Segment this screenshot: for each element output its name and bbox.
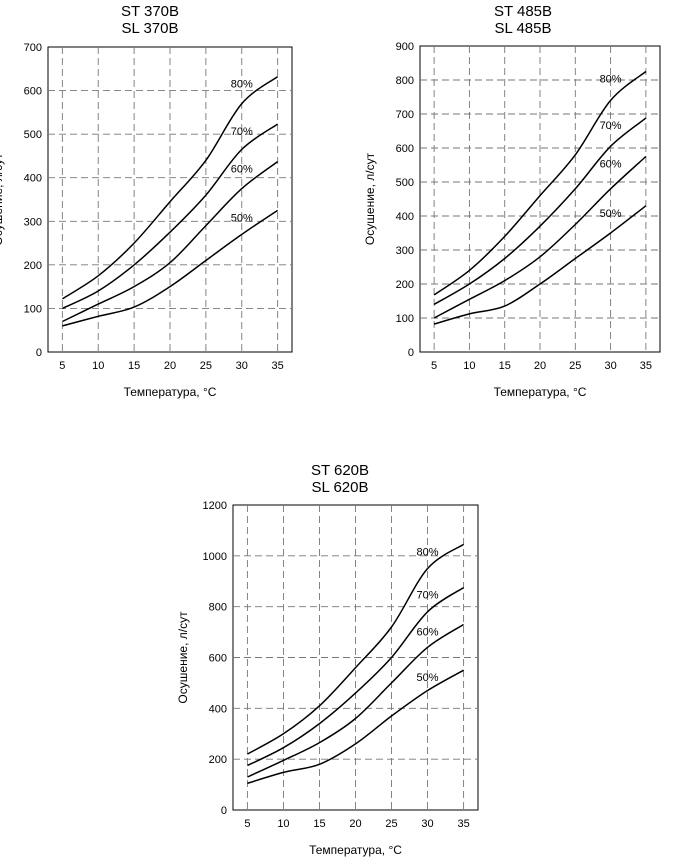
series-label-50pct: 50% [417, 672, 439, 684]
y-tick-label: 200 [396, 279, 414, 291]
series-line-70pct [433, 117, 647, 306]
series-line-70pct [62, 123, 279, 310]
x-axis-label: Температура, °C [309, 843, 402, 857]
y-axis-label: Осушение, л/сут [0, 153, 5, 246]
x-tick-label: 25 [200, 360, 212, 372]
y-tick-label: 1200 [203, 500, 227, 512]
x-tick-label: 35 [640, 360, 652, 372]
series-label-50pct: 50% [231, 212, 253, 224]
x-tick-label: 15 [313, 818, 325, 830]
y-tick-label: 600 [24, 86, 42, 98]
x-tick-label: 25 [385, 818, 397, 830]
series-label-70pct: 70% [231, 126, 253, 138]
series-label-80pct: 80% [417, 546, 439, 558]
y-tick-label: 100 [396, 313, 414, 325]
x-tick-label: 5 [59, 360, 65, 372]
y-tick-label: 0 [221, 805, 227, 817]
series-label-80pct: 80% [231, 79, 253, 91]
y-tick-label: 200 [209, 754, 227, 766]
y-tick-label: 1000 [203, 551, 227, 563]
chart-st620b: ST 620B SL 620B 5 10 15 20 25 30 35 0 200 400 600 8… [176, 458, 500, 864]
chart-svg: 5 10 15 20 25 30 35 0 200 400 600 800 1000 1200 Темпер… [176, 500, 479, 857]
chart-title-line-2: SL 620B [311, 479, 369, 496]
x-axis-label: Температура, °C [494, 385, 587, 399]
y-tick-label: 100 [24, 303, 42, 315]
chart-title: ST 485B SL 485B [370, 3, 676, 37]
x-tick-label: 10 [463, 360, 475, 372]
chart-title-line-2: SL 485B [494, 20, 552, 37]
x-tick-label: 5 [244, 818, 250, 830]
y-tick-label: 400 [209, 703, 227, 715]
x-tick-label: 20 [164, 360, 176, 372]
x-tick-label: 15 [499, 360, 511, 372]
x-axis-label: Температура, °C [124, 385, 217, 399]
series-label-60pct: 60% [417, 626, 439, 638]
y-tick-label: 800 [396, 75, 414, 87]
series-line-50pct [62, 209, 279, 327]
series-line-80pct [247, 543, 465, 755]
series-label-70pct: 70% [417, 590, 439, 602]
x-tick-label: 35 [457, 818, 469, 830]
series-line-50pct [247, 669, 464, 785]
x-tick-label: 30 [604, 360, 616, 372]
series-line-70pct [247, 586, 465, 767]
series-label-60pct: 60% [231, 164, 253, 176]
chart-title-line-1: ST 485B [493, 3, 553, 20]
x-tick-label: 20 [534, 360, 546, 372]
series-line-80pct [433, 70, 647, 296]
x-tick-label: 10 [92, 360, 104, 372]
series-label-70pct: 70% [600, 120, 622, 132]
y-tick-label: 700 [24, 42, 42, 54]
series-line-60pct [433, 155, 647, 319]
y-tick-label: 600 [396, 143, 414, 155]
chart-title-line-1: ST 370B [120, 3, 180, 20]
y-tick-label: 0 [36, 347, 42, 359]
x-tick-label: 30 [236, 360, 248, 372]
x-tick-label: 20 [349, 818, 361, 830]
series-label-50pct: 50% [600, 208, 622, 220]
y-axis-label: Осушение, л/сут [363, 152, 377, 245]
chart-svg: 5 10 15 20 25 30 35 0 100 200 300 400 500 600 700 Темпе… [0, 42, 293, 399]
y-tick-label: 500 [396, 177, 414, 189]
y-tick-label: 400 [24, 173, 42, 185]
y-tick-label: 300 [24, 216, 42, 228]
y-tick-label: 500 [24, 129, 42, 141]
chart-title: ST 620B SL 620B [180, 462, 500, 496]
x-tick-label: 30 [421, 818, 433, 830]
y-tick-label: 600 [209, 653, 227, 665]
y-tick-label: 900 [396, 41, 414, 53]
series-line-50pct [433, 205, 647, 325]
x-tick-label: 10 [277, 818, 289, 830]
series-label-60pct: 60% [600, 159, 622, 171]
series-line-60pct [62, 161, 279, 323]
x-tick-label: 25 [569, 360, 581, 372]
y-tick-label: 400 [396, 211, 414, 223]
chart-st370b: ST 370B SL 370B 5 10 15 20 25 30 35 0 100 200 300 4… [0, 0, 300, 410]
series-label-80pct: 80% [600, 74, 622, 86]
y-tick-label: 0 [408, 347, 414, 359]
y-tick-label: 700 [396, 109, 414, 121]
chart-svg: 5 10 15 20 25 30 35 0 100 200 300 400 500 600 700 800 90… [363, 41, 661, 399]
series-line-80pct [61, 75, 279, 300]
chart-title-line-1: ST 620B [310, 462, 370, 479]
y-tick-label: 300 [396, 245, 414, 257]
x-tick-label: 35 [272, 360, 284, 372]
chart-st485b: ST 485B SL 485B 5 10 15 20 25 30 35 0 100 200 300 4… [363, 0, 676, 410]
x-tick-label: 5 [431, 360, 437, 372]
y-axis-label: Осушение, л/сут [176, 611, 190, 704]
series-line-60pct [247, 623, 465, 778]
chart-title-line-2: SL 370B [121, 20, 179, 37]
x-tick-label: 15 [128, 360, 140, 372]
chart-title: ST 370B SL 370B [0, 3, 300, 37]
y-tick-label: 800 [209, 602, 227, 614]
y-tick-label: 200 [24, 260, 42, 272]
